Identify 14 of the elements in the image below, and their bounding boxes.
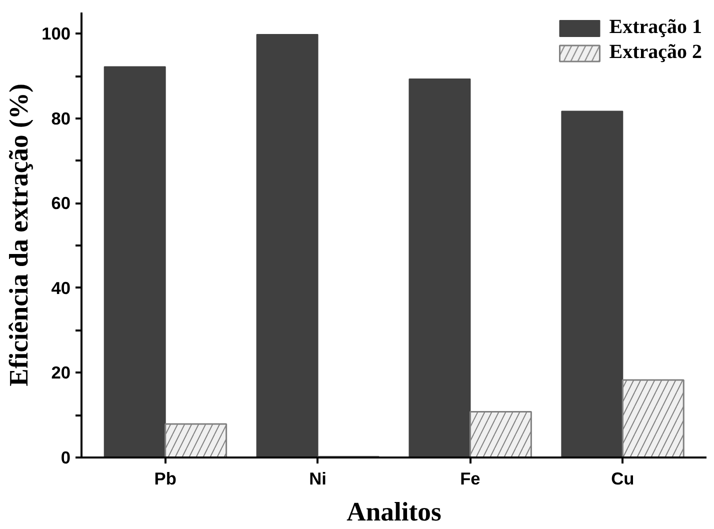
x-tick-label: Fe: [460, 468, 481, 488]
x-tick-label: Pb: [154, 468, 176, 488]
legend-label: Extração 2: [609, 41, 702, 64]
y-axis-title: Eficiência da extração (%): [4, 84, 34, 386]
y-tick-label: 80: [51, 108, 71, 128]
y-tick-label: 100: [42, 24, 71, 44]
x-axis-title: Analitos: [346, 496, 442, 526]
x-tick-label: Cu: [611, 468, 634, 488]
y-tick-label: 40: [51, 278, 71, 298]
y-tick-label: 60: [51, 193, 71, 214]
legend-label: Extração 1: [609, 16, 702, 39]
y-tick-label: 20: [51, 362, 71, 383]
x-tick-label: Ni: [309, 468, 326, 488]
y-tick-label: 0: [60, 448, 71, 468]
